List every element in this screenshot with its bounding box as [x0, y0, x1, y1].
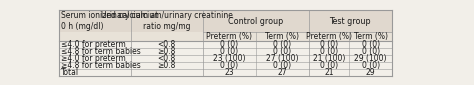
Text: Serum ionized calcium at
0 h (mg/dl): Serum ionized calcium at 0 h (mg/dl)	[62, 11, 159, 31]
Text: 29 (100): 29 (100)	[355, 54, 387, 63]
Text: Urinary calcium/urinary creatinine
ratio mg/mg: Urinary calcium/urinary creatinine ratio…	[101, 11, 233, 31]
Text: Control group: Control group	[228, 17, 283, 26]
Bar	[59, 32, 392, 41]
Text: ≥0.8: ≥0.8	[157, 61, 176, 70]
Text: 0 (0): 0 (0)	[220, 61, 238, 70]
Bar	[59, 41, 392, 48]
Bar	[59, 48, 392, 55]
Bar	[59, 69, 392, 76]
Text: 0 (0): 0 (0)	[362, 61, 380, 70]
Text: 29: 29	[366, 68, 375, 77]
Text: Preterm (%): Preterm (%)	[306, 32, 352, 41]
Text: 0 (0): 0 (0)	[273, 40, 292, 49]
Text: <0.8: <0.8	[157, 54, 176, 63]
Bar	[59, 55, 392, 62]
Bar	[59, 62, 392, 69]
Text: 0 (0): 0 (0)	[273, 61, 292, 70]
Text: Total: Total	[62, 68, 80, 77]
Text: 0 (0): 0 (0)	[362, 40, 380, 49]
Text: ≤4.0 for preterm: ≤4.0 for preterm	[62, 40, 126, 49]
Text: ≥4.0 for preterm: ≥4.0 for preterm	[62, 54, 126, 63]
Bar	[59, 10, 392, 32]
Text: ≥4.8 for term babies: ≥4.8 for term babies	[62, 61, 141, 70]
Text: 27 (100): 27 (100)	[266, 54, 299, 63]
Text: 21: 21	[325, 68, 334, 77]
Text: Term (%): Term (%)	[354, 32, 388, 41]
Text: Term (%): Term (%)	[265, 32, 300, 41]
Text: 21 (100): 21 (100)	[313, 54, 346, 63]
Text: 27: 27	[278, 68, 287, 77]
Text: 0 (0): 0 (0)	[273, 47, 292, 56]
Text: Preterm (%): Preterm (%)	[206, 32, 252, 41]
Text: 0 (0): 0 (0)	[362, 47, 380, 56]
Text: 0 (0): 0 (0)	[320, 40, 338, 49]
Text: ≥0.8: ≥0.8	[157, 47, 176, 56]
Text: <0.8: <0.8	[157, 40, 176, 49]
Text: ≤4.8 for term babies: ≤4.8 for term babies	[62, 47, 141, 56]
Text: 0 (0): 0 (0)	[320, 61, 338, 70]
Text: 0 (0): 0 (0)	[320, 47, 338, 56]
Text: 23 (100): 23 (100)	[213, 54, 246, 63]
Text: Test group: Test group	[329, 17, 371, 26]
Text: 0 (0): 0 (0)	[220, 40, 238, 49]
Text: 23: 23	[224, 68, 234, 77]
Text: 0 (0): 0 (0)	[220, 47, 238, 56]
